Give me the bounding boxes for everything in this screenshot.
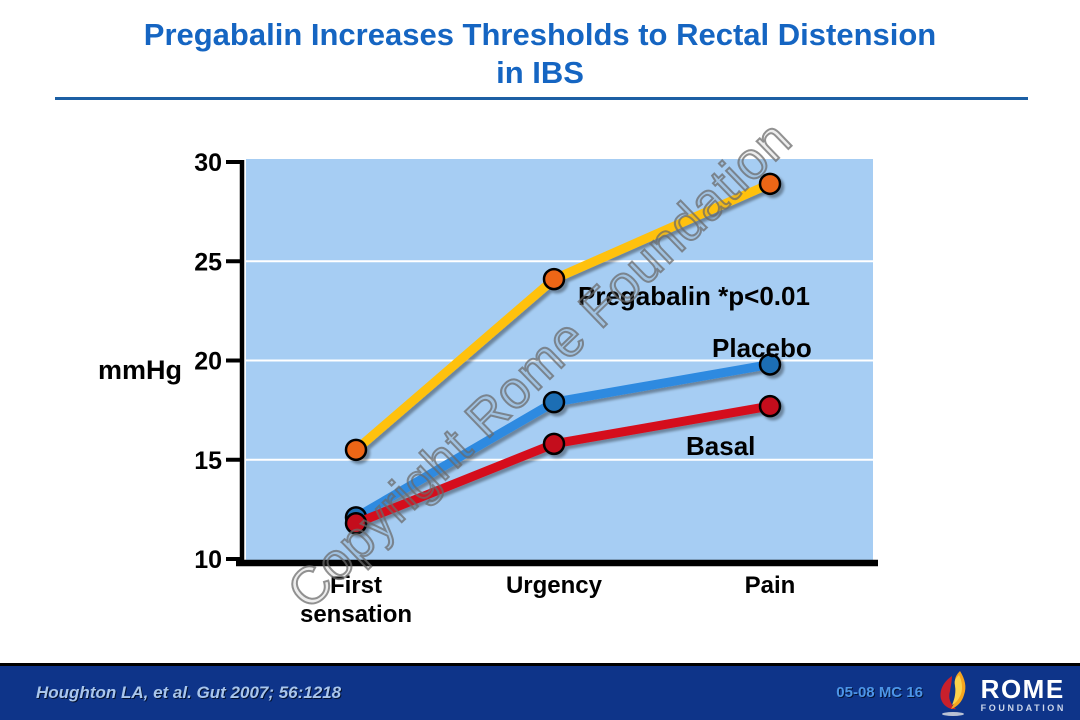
title-underline [55,97,1028,100]
y-tick-label-10: 10 [194,546,222,574]
rome-logo-subname: FOUNDATION [980,702,1066,713]
category-label-1: sensation [300,601,412,628]
slide-code: 05-08 MC 16 [836,684,923,701]
y-tick-label-20: 20 [194,348,222,376]
marker-basal-0 [344,512,368,535]
series-label-placebo: Placebo [712,333,812,363]
y-tick-label-25: 25 [194,248,222,276]
footer-bar: Houghton LA, et al. Gut 2007; 56:1218 05… [0,663,1080,720]
marker-pregabalin-2 [758,172,782,196]
rome-foundation-logo: ROME FOUNDATION [938,670,1066,718]
marker-basal-1 [542,432,566,456]
y-tick-label-30: 30 [194,149,222,177]
series-basal [344,394,782,535]
marker-basal-2 [758,394,782,418]
series-label-pregabalin: Pregabalin *p<0.01 [578,281,810,311]
rome-logo-name: ROME [980,673,1065,704]
marker-pregabalin-1 [542,267,566,291]
y-tick-label-15: 15 [194,447,222,475]
category-label-2: Urgency [506,572,603,599]
marker-placebo-2 [758,353,782,376]
slide-title: Pregabalin Increases Thresholds to Recta… [143,17,937,90]
series-label-basal: Basal [686,431,755,461]
y-axis-unit-label: mmHg [98,355,183,385]
rome-flame-icon [940,671,966,716]
rome-logo-text: ROME FOUNDATION [981,676,1066,713]
marker-placebo-1 [542,390,566,414]
marker-pregabalin-0 [344,438,368,462]
category-label-3: Pain [745,572,796,599]
series-pregabalin [344,172,782,462]
category-label-1: First [330,572,382,599]
citation-text: Houghton LA, et al. Gut 2007; 56:1218 [36,683,342,702]
